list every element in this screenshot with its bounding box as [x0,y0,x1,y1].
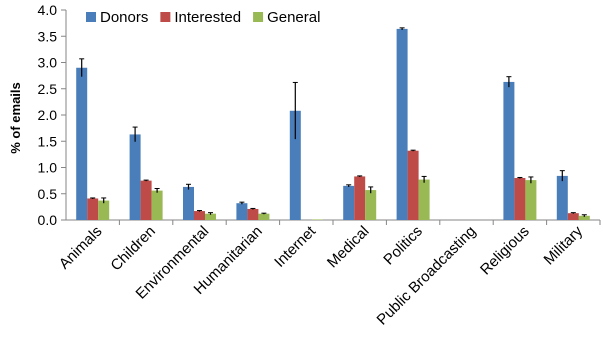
bar-donors-animals [76,67,88,220]
bar-interested-medical [354,176,366,220]
bar-general-medical [365,190,377,220]
x-tick-label: Children [107,223,159,275]
bar-donors-environmental [183,186,194,220]
x-tick-label: Internet [271,222,320,271]
y-tick-label: 1.0 [38,160,58,176]
bar-interested-children [140,180,152,220]
bar-interested-politics [407,150,419,220]
legend-swatch [86,12,96,22]
legend-swatch [253,12,264,22]
legend-label: Interested [174,9,241,26]
bar-interested-environmental [194,211,205,220]
y-tick-label: 3.0 [38,55,58,71]
legend-swatch [160,12,171,22]
bar-donors-religious [503,81,515,220]
x-tick-label: Medical [324,223,373,272]
x-tick-label: Religious [477,223,533,279]
bar-interested-humanitarian [247,208,259,220]
bar-general-religious [525,180,537,220]
y-tick-label: 4.0 [38,2,58,18]
y-axis-label: % of emails [8,82,23,154]
bars [76,27,590,221]
y-tick-label: 2.0 [38,107,58,123]
bar-general-animals [98,200,110,220]
legend-label: Donors [100,9,148,26]
bar-donors-military [556,175,568,220]
y-tick-label: 3.5 [38,28,58,44]
legend-item-donors: Donors [86,9,148,26]
y-tick-label: 2.5 [38,81,58,97]
bar-interested-religious [514,178,526,220]
y-tick-label: 0.5 [38,186,58,202]
bar-general-internet [311,219,323,220]
legend-item-general: General [253,9,320,26]
y-tick-label: 0.0 [38,212,58,228]
bar-general-humanitarian [258,213,270,220]
bar-donors-children [129,134,141,220]
bar-donors-politics [396,28,408,221]
x-tick-label: Animals [56,223,106,273]
x-tick-label: Politics [380,223,426,269]
bar-general-environmental [205,213,216,220]
axes: 0.0 0.5 1.0 1.5 2.0 2.5 3.0 3.5 4.0 Animals Childr… [38,2,601,329]
bar-donors-internet [289,110,301,220]
bar-general-children [151,190,163,220]
y-tick-label: 1.5 [38,133,58,149]
legend: Donors Interested General [86,9,320,26]
x-tick-label: Military [541,222,587,268]
bar-interested-animals [87,198,99,220]
bar-donors-humanitarian [236,203,248,220]
legend-item-interested: Interested [160,9,241,26]
legend-label: General [267,9,320,26]
bar-general-military [578,215,590,220]
bar-donors-medical [343,185,355,220]
x-tick-label: Public Broadcasting [374,223,480,329]
bar-interested-military [567,213,579,220]
bar-general-politics [418,179,430,220]
